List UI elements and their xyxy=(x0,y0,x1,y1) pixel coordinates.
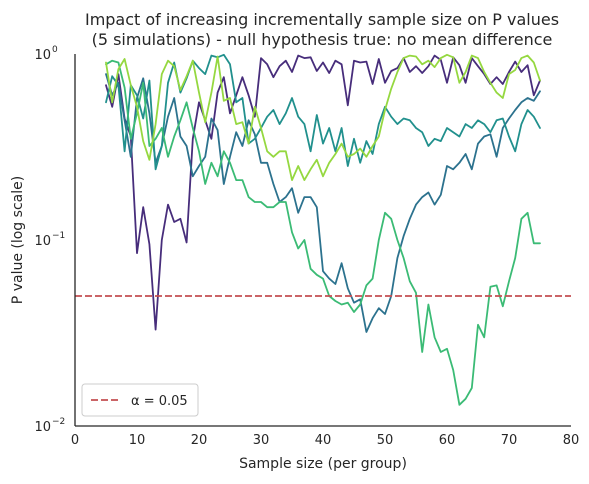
series-line-4 xyxy=(105,59,541,406)
x-tick-labels: 0 10 20 30 40 50 60 70 80 xyxy=(71,433,579,448)
y-tick-label: 10 xyxy=(34,420,51,435)
x-tick-label: 20 xyxy=(191,433,208,448)
x-tick-label: 30 xyxy=(253,433,270,448)
x-tick-label: 60 xyxy=(439,433,456,448)
chart-title-line-2: (5 simulations) - null hypothesis true: … xyxy=(92,30,553,49)
y-tick-exponent: 0 xyxy=(52,45,58,55)
legend: α = 0.05 xyxy=(81,383,199,417)
series-line-3 xyxy=(105,53,541,171)
y-tick-label: 10 xyxy=(34,234,51,249)
series-line-5 xyxy=(105,53,541,182)
x-tick-label: 70 xyxy=(501,433,518,448)
series-line-1 xyxy=(105,54,541,331)
y-tick-exponent: −1 xyxy=(52,231,65,241)
series-line-2 xyxy=(105,73,541,333)
x-tick-label: 40 xyxy=(315,433,332,448)
y-axis-label: P value (log scale) xyxy=(10,176,26,304)
y-tick-label: 10 xyxy=(34,48,51,63)
x-tick-label: 10 xyxy=(129,433,146,448)
x-tick-label: 80 xyxy=(563,433,580,448)
legend-box xyxy=(81,383,199,417)
series-layer xyxy=(105,53,541,406)
x-tick-label: 50 xyxy=(377,433,394,448)
y-tick-exponent: −2 xyxy=(52,417,65,427)
chart-title-line-1: Impact of increasing incrementally sampl… xyxy=(85,10,559,29)
x-axis-label: Sample size (per group) xyxy=(239,456,407,472)
x-tick-label: 0 xyxy=(71,433,79,448)
legend-alpha-label: α = 0.05 xyxy=(131,394,188,409)
